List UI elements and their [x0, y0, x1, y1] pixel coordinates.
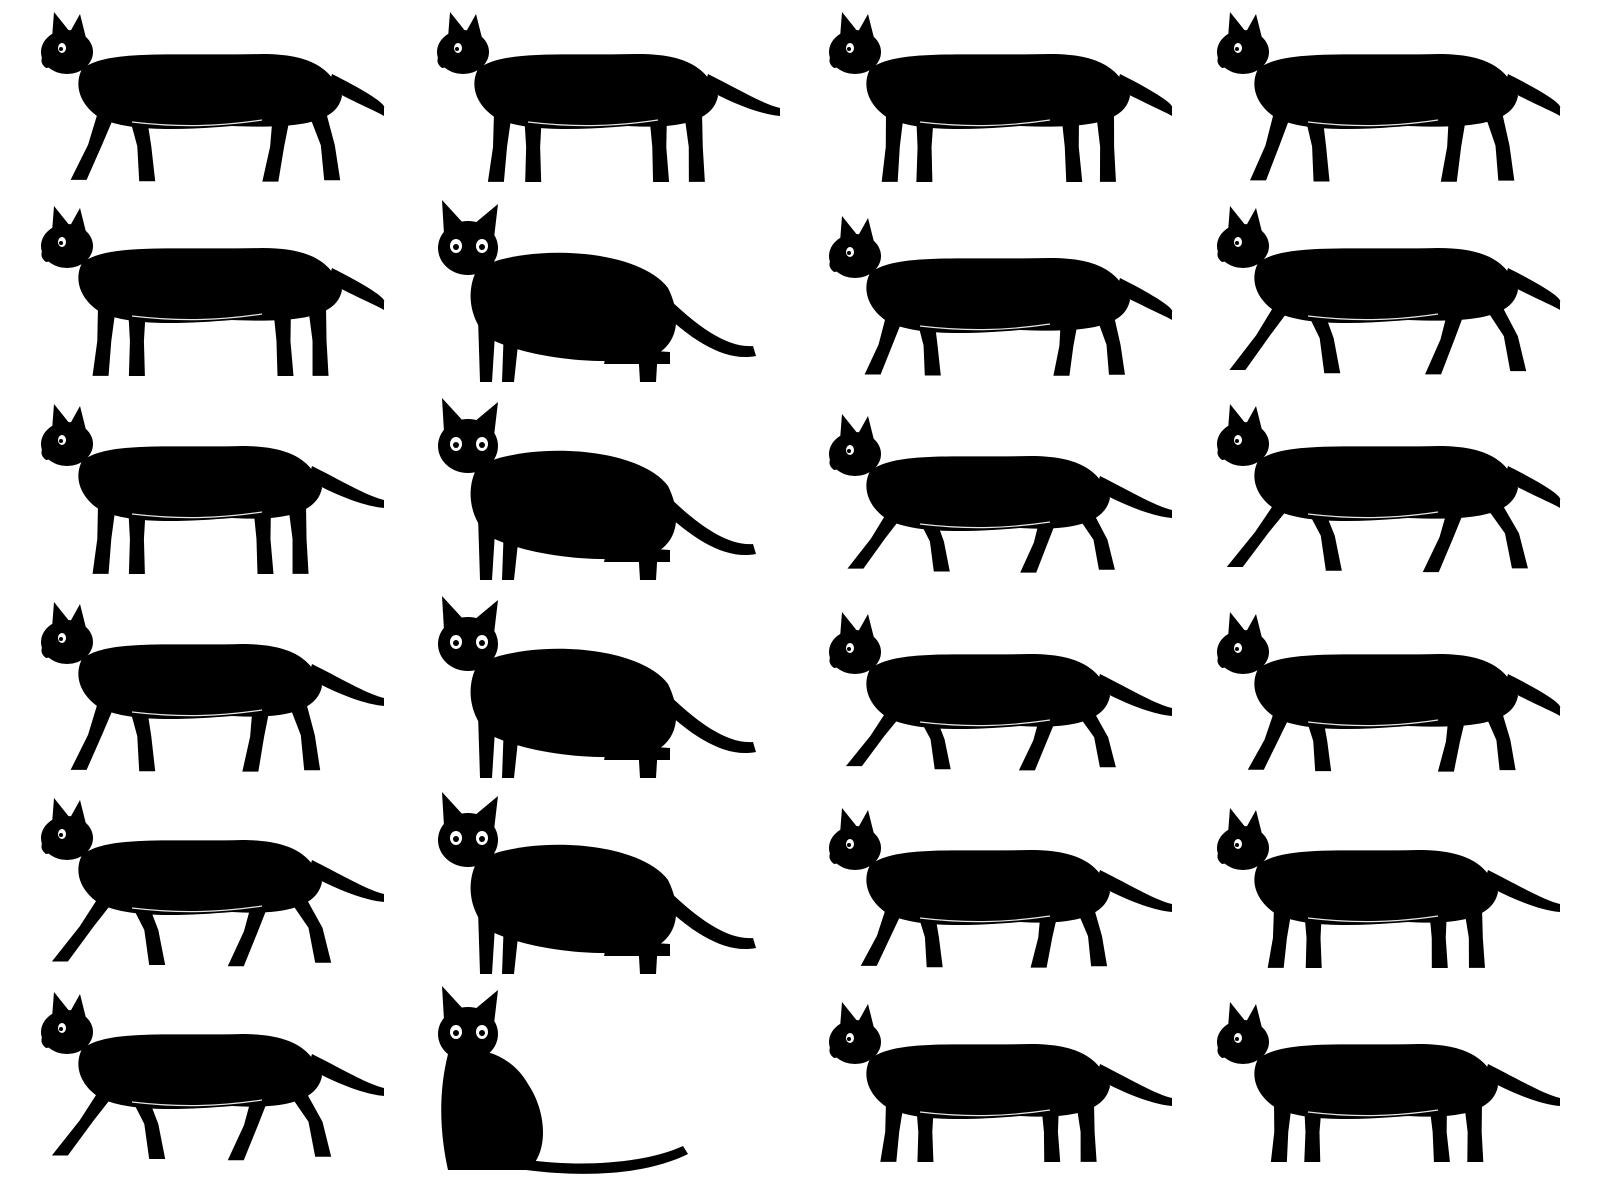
cat-silhouette-stalk-walk-frame-1	[800, 4, 1190, 200]
cat-silhouette-graphic	[1217, 808, 1560, 968]
cat-silhouette-graphic	[829, 1002, 1172, 1162]
cat-silhouette-graphic	[41, 602, 384, 772]
cat-silhouette-graphic	[1217, 206, 1561, 375]
cat-silhouette-graphic	[438, 200, 756, 382]
cat-silhouette-graphic	[1217, 1002, 1560, 1162]
cat-silhouette-graphic	[437, 12, 780, 182]
cat-silhouette-graphic	[438, 986, 688, 1174]
cat-silhouette-turn-toward-viewer-then-sit-frame-4	[408, 594, 798, 790]
cat-silhouette-stalk-walk-frame-6	[800, 984, 1190, 1180]
cat-silhouette-turn-toward-viewer-then-sit-frame-6	[408, 984, 798, 1180]
cat-silhouette-trot-frame-4	[12, 594, 402, 790]
cat-silhouette-graphic	[41, 404, 384, 574]
cat-silhouette-graphic	[41, 798, 384, 967]
cat-silhouette-trot-frame-1	[12, 4, 402, 200]
cat-silhouette-run-to-walk-frame-6	[1188, 984, 1578, 1180]
cat-silhouette-graphic	[1217, 12, 1561, 182]
cat-silhouette-trot-frame-6	[12, 984, 402, 1180]
cat-silhouette-turn-toward-viewer-then-sit-frame-1	[408, 4, 798, 200]
cat-silhouette-turn-toward-viewer-then-sit-frame-5	[408, 790, 798, 986]
cat-silhouette-graphic	[41, 12, 385, 182]
cat-silhouette-stalk-walk-frame-4	[800, 594, 1190, 790]
cat-silhouette-run-to-walk-frame-2	[1188, 198, 1578, 394]
cat-silhouette-graphic	[829, 808, 1172, 968]
cat-silhouette-run-to-walk-frame-5	[1188, 790, 1578, 986]
cat-silhouette-graphic	[829, 414, 1172, 573]
cat-silhouette-run-to-walk-frame-3	[1188, 396, 1578, 592]
cat-silhouette-stalk-walk-frame-3	[800, 396, 1190, 592]
cat-silhouette-graphic	[41, 992, 384, 1161]
cat-silhouette-turn-toward-viewer-then-sit-frame-3	[408, 396, 798, 592]
cat-silhouette-graphic	[1217, 404, 1561, 573]
cat-silhouette-graphic	[829, 216, 1173, 376]
cat-silhouette-trot-frame-2	[12, 198, 402, 394]
cat-silhouette-graphic	[438, 792, 756, 974]
cat-silhouette-graphic	[829, 612, 1172, 771]
cat-silhouette-run-to-walk-frame-4	[1188, 594, 1578, 790]
cat-silhouette-stalk-walk-frame-5	[800, 790, 1190, 986]
cat-silhouette-trot-frame-5	[12, 790, 402, 986]
cat-silhouette-stalk-walk-frame-2	[800, 198, 1190, 394]
cat-silhouette-graphic	[1217, 612, 1561, 772]
cat-silhouette-graphic	[41, 206, 385, 376]
cat-silhouette-turn-toward-viewer-then-sit-frame-2	[408, 198, 798, 394]
cat-silhouette-trot-frame-3	[12, 396, 402, 592]
cat-silhouette-graphic	[438, 398, 756, 580]
cat-silhouette-run-to-walk-frame-1	[1188, 4, 1578, 200]
cat-silhouette-graphic	[438, 596, 756, 778]
cat-silhouette-graphic	[829, 12, 1173, 182]
